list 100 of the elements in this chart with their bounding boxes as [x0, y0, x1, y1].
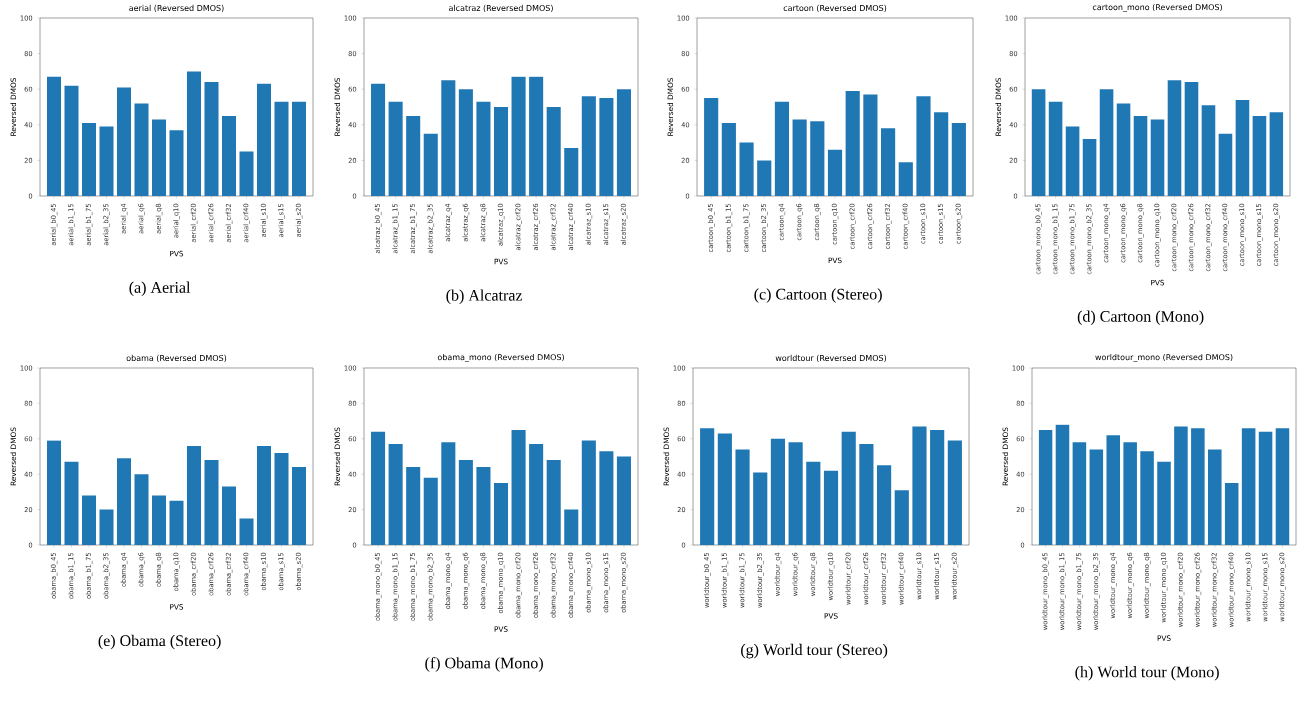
bar — [1031, 89, 1046, 196]
bar — [1065, 126, 1080, 196]
bar — [753, 472, 768, 545]
bar — [1157, 461, 1171, 545]
bar — [406, 115, 421, 196]
bar — [292, 467, 306, 545]
bar — [274, 452, 289, 545]
bar — [423, 133, 438, 196]
bar — [1184, 82, 1199, 196]
bar — [810, 121, 825, 196]
chart-title: alcatraz (Reversed DMOS) — [449, 4, 553, 12]
bar — [169, 130, 184, 196]
bar — [894, 490, 909, 545]
bar — [82, 123, 96, 196]
bar — [564, 147, 579, 196]
bar — [721, 123, 736, 196]
text: (d) Cartoon (Mono) — [1077, 310, 1204, 326]
bar — [64, 85, 79, 196]
bar — [877, 465, 892, 545]
bar — [947, 440, 962, 545]
bar — [827, 149, 843, 196]
bar — [616, 456, 631, 545]
bar — [599, 98, 614, 196]
bar — [1150, 119, 1165, 196]
chart-title: cartoon (Reversed DMOS) — [783, 4, 887, 12]
bar — [1174, 426, 1188, 545]
bar — [257, 445, 271, 545]
bar — [1048, 101, 1063, 196]
bar — [739, 142, 754, 196]
bar — [770, 438, 786, 545]
bar — [187, 445, 201, 545]
bar — [222, 486, 236, 545]
bar — [423, 477, 438, 545]
bar — [99, 509, 114, 545]
bar — [859, 444, 874, 545]
bar — [441, 80, 456, 196]
bar — [1089, 449, 1104, 545]
bar — [700, 428, 715, 545]
bar — [934, 112, 949, 196]
bar — [546, 107, 561, 196]
bar — [1275, 428, 1290, 545]
bar — [792, 119, 807, 196]
bar — [788, 442, 803, 545]
bar — [187, 71, 201, 196]
bar — [529, 76, 544, 196]
bar — [863, 94, 878, 196]
text: (e) Obama (Stereo) — [98, 634, 221, 650]
bar — [371, 431, 386, 545]
bar — [204, 460, 219, 545]
bar — [371, 83, 386, 196]
bar — [1140, 451, 1154, 545]
bar — [152, 495, 166, 545]
bar — [735, 449, 750, 545]
bar — [1191, 428, 1205, 545]
bar — [117, 87, 131, 196]
bar — [476, 101, 491, 196]
text: (c) Cartoon (Stereo) — [754, 288, 882, 303]
bar — [441, 442, 456, 545]
bar — [912, 426, 927, 545]
bar — [951, 123, 966, 196]
bar — [1038, 429, 1053, 545]
text: (a) Aerial — [129, 281, 191, 297]
bar — [616, 89, 631, 196]
bar — [47, 76, 61, 196]
bar — [1235, 99, 1250, 196]
chart-title: cartoon_mono (Reversed DMOS) — [1092, 3, 1222, 12]
bar — [239, 518, 254, 545]
bar — [529, 444, 544, 545]
bar — [898, 162, 913, 196]
bar — [757, 160, 772, 196]
bar — [511, 76, 526, 196]
bar — [292, 101, 306, 196]
bar — [806, 461, 821, 545]
chart-title: worldtour (Reversed DMOS) — [775, 354, 887, 362]
bar — [1106, 435, 1121, 545]
bar — [1133, 115, 1148, 196]
bar — [845, 90, 860, 196]
bar — [388, 444, 403, 545]
bar — [99, 126, 114, 196]
bar — [1055, 424, 1070, 545]
bar — [599, 451, 614, 545]
bar — [152, 119, 166, 196]
bar — [493, 107, 509, 196]
bar — [204, 82, 219, 196]
chart-title: aerial (Reversed DMOS) — [129, 4, 224, 12]
text: (f) Obama (Mono) — [425, 657, 543, 672]
bar — [717, 433, 732, 545]
bar — [704, 98, 719, 196]
bar — [458, 89, 473, 196]
bar — [564, 509, 579, 545]
bar — [1167, 80, 1182, 196]
bar — [774, 101, 790, 196]
bar — [1258, 431, 1273, 545]
bar — [1082, 139, 1097, 196]
chart-title: worldtour_mono (Reversed DMOS) — [1095, 353, 1233, 362]
bar — [930, 429, 945, 545]
bar — [823, 470, 839, 545]
bar — [257, 83, 271, 196]
bar — [1218, 133, 1233, 196]
bar — [546, 460, 561, 545]
